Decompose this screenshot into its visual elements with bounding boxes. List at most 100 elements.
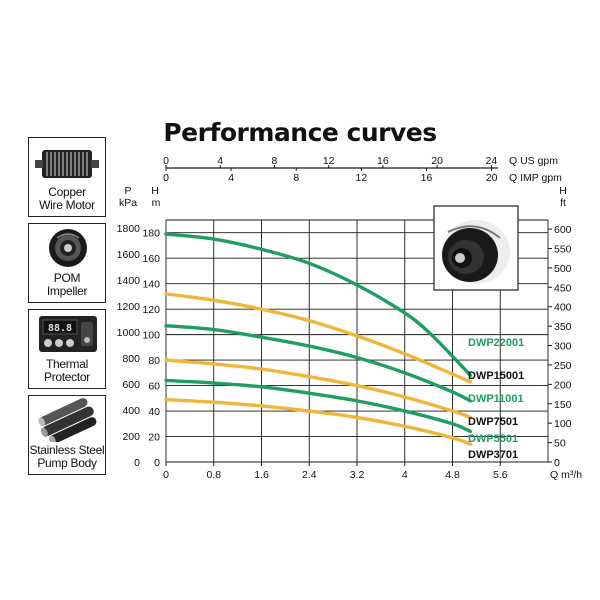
x-tick-label: 0.8 <box>206 469 221 481</box>
y-pressure-tick-label: 1800 <box>117 223 141 235</box>
y-head-ft-tick-label: 50 <box>554 438 566 450</box>
top-us-tick-label: 12 <box>323 155 335 167</box>
y-pressure-tick-label: 800 <box>122 353 140 365</box>
y-head-ft-tick-label: 550 <box>554 243 572 255</box>
x-axis-label: Q m³/h <box>550 469 582 481</box>
y-head-m-tick-label: 0 <box>154 457 160 469</box>
top-us-tick-label: 4 <box>217 155 223 167</box>
series-label-dwp11001: DWP11001 <box>468 393 524 405</box>
series-line-dwp7501 <box>164 358 473 420</box>
y-head-m-tick-label: 120 <box>142 304 160 316</box>
feature-label-motor: Copper Wire Motor <box>29 186 105 212</box>
y-head-ft-tick-label: 350 <box>554 321 572 333</box>
top-imp-tick-label: 12 <box>356 172 368 184</box>
feature-label-pump-body: Stainless Steel Pump Body <box>29 444 105 470</box>
impeller-icon <box>49 229 87 267</box>
series-line-dwp22001 <box>164 232 473 378</box>
top-imp-tick-label: 16 <box>421 172 433 184</box>
chart-series-labels: DWP22001 DWP15001 DWP11001 DWP7501 DWP5501 DW… <box>468 337 524 461</box>
y-head-m-tick-label: 160 <box>142 253 160 265</box>
y-head-ft-tick-label: 400 <box>554 302 572 314</box>
pipes-icon <box>38 398 97 442</box>
thermal-protector-icon: 88.8 <box>39 316 97 352</box>
y-head-m-label: H <box>151 185 159 197</box>
series-label-dwp22001: DWP22001 <box>468 337 524 349</box>
y-head-m-tick-label: 40 <box>148 406 160 418</box>
thermal-display-text: 88.8 <box>48 323 72 334</box>
series-line-dwp15001 <box>164 292 473 384</box>
series-line-dwp5501 <box>164 378 473 434</box>
chart-axes: 0 0.8 1.6 2.4 3.2 4 4.8 5.6 Q m³/h0 4 8 12 16 20 24 Q U… <box>117 155 583 481</box>
top-imp-tick-label: 0 <box>163 172 169 184</box>
y-head-ft-tick-label: 0 <box>554 457 560 469</box>
series-label-dwp5501: DWP5501 <box>468 433 518 445</box>
feature-label-line: Impeller <box>46 284 88 298</box>
feature-label-thermal: Thermal Protector <box>29 358 105 384</box>
feature-label-line: Copper <box>48 185 86 199</box>
feature-box-motor: Copper Wire Motor <box>28 137 106 217</box>
series-label-dwp3701: DWP3701 <box>468 449 518 461</box>
top-us-tick-label: 24 <box>486 155 498 167</box>
series-line-dwp3701 <box>164 397 473 446</box>
top-us-tick-label: 0 <box>163 155 169 167</box>
top-us-tick-label: 8 <box>272 155 278 167</box>
motor-icon <box>35 150 99 178</box>
feature-box-thermal: 88.8 Thermal Protector <box>28 309 106 389</box>
y-head-ft-label: H <box>559 185 567 197</box>
feature-label-line: Wire Motor <box>39 198 95 212</box>
y-head-ft-tick-label: 100 <box>554 418 572 430</box>
y-pressure-tick-label: 200 <box>122 431 140 443</box>
y-head-ft-tick-label: 500 <box>554 263 572 275</box>
y-head-m-tick-label: 180 <box>142 228 160 240</box>
y-pressure-tick-label: 0 <box>134 457 140 469</box>
y-pressure-label: P <box>124 185 131 197</box>
feature-label-impeller: POM Impeller <box>29 272 105 298</box>
top-us-tick-label: 16 <box>377 155 389 167</box>
top-imp-tick-label: 8 <box>293 172 299 184</box>
feature-box-pump-body: Stainless Steel Pump Body <box>28 395 106 475</box>
x-tick-label: 5.6 <box>493 469 508 481</box>
y-head-m-unit: m <box>152 197 161 209</box>
x-tick-label: 3.2 <box>350 469 365 481</box>
x-tick-label: 1.6 <box>254 469 269 481</box>
y-head-ft-tick-label: 250 <box>554 360 572 372</box>
feature-label-line: Stainless Steel <box>29 443 105 457</box>
y-head-m-tick-label: 60 <box>148 381 160 393</box>
top-us-axis-label: Q US gpm <box>509 155 558 167</box>
y-head-ft-tick-label: 150 <box>554 399 572 411</box>
series-line-dwp11001 <box>164 324 473 403</box>
x-tick-label: 2.4 <box>302 469 317 481</box>
feature-label-line: POM <box>53 271 81 285</box>
pump-image <box>433 205 519 291</box>
y-pressure-tick-label: 1400 <box>117 275 141 287</box>
x-tick-label: 0 <box>163 469 169 481</box>
x-tick-label: 4 <box>402 469 408 481</box>
y-head-ft-tick-label: 200 <box>554 379 572 391</box>
y-pressure-tick-label: 600 <box>122 379 140 391</box>
chart-series <box>164 232 473 446</box>
y-pressure-tick-label: 1600 <box>117 249 141 261</box>
top-imp-tick-label: 20 <box>486 172 498 184</box>
y-head-ft-tick-label: 450 <box>554 282 572 294</box>
series-label-dwp7501: DWP7501 <box>468 416 518 428</box>
top-us-tick-label: 20 <box>431 155 443 167</box>
y-head-m-tick-label: 80 <box>148 355 160 367</box>
y-head-m-tick-label: 100 <box>142 330 160 342</box>
y-pressure-tick-label: 400 <box>122 405 140 417</box>
y-head-ft-tick-label: 600 <box>554 224 572 236</box>
feature-label-line: Thermal <box>46 357 88 371</box>
y-pressure-tick-label: 1200 <box>117 301 141 313</box>
top-imp-tick-label: 4 <box>228 172 234 184</box>
feature-box-impeller: POM Impeller <box>28 223 106 303</box>
top-imp-axis-label: Q IMP gpm <box>509 172 562 184</box>
series-label-dwp15001: DWP15001 <box>468 370 524 382</box>
page-title: Performance curves <box>163 118 437 147</box>
x-tick-label: 4.8 <box>445 469 460 481</box>
y-head-m-tick-label: 20 <box>148 432 160 444</box>
y-pressure-tick-label: 1000 <box>117 327 141 339</box>
y-head-ft-unit: ft <box>560 197 566 209</box>
y-head-m-tick-label: 140 <box>142 279 160 291</box>
y-pressure-unit: kPa <box>119 197 137 209</box>
